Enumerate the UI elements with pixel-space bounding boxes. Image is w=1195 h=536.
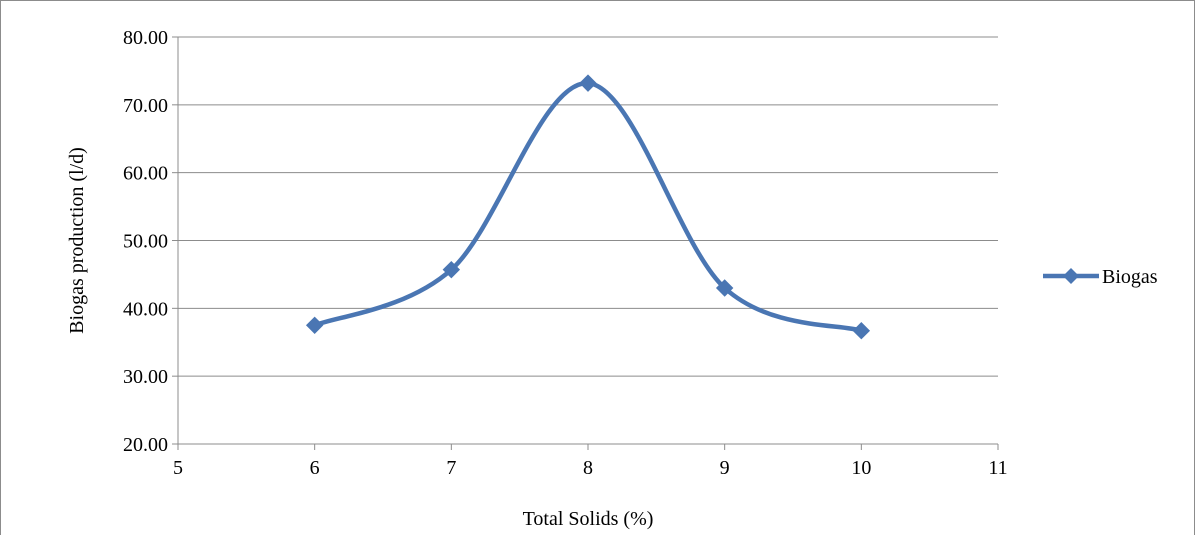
x-tick-labels: 5 6 7 8 9 10 11 [173,457,1008,479]
x-axis-title: Total Solids (%) [523,508,654,530]
y-tick-labels: 20.00 30.00 40.00 50.00 60.00 70.00 80.00 [123,27,168,456]
series-group [305,74,871,340]
series-line-biogas [312,80,864,333]
x-tick-label-11: 11 [988,457,1007,479]
y-tick-label-60.00: 60.00 [123,163,168,185]
y-tick-label-70.00: 70.00 [123,95,168,117]
x-tick-label-6: 6 [310,457,320,479]
y-tick-label-40.00: 40.00 [123,298,168,320]
x-tick-label-10: 10 [851,457,871,479]
x-tick-label-9: 9 [720,457,730,479]
gridlines [178,36,998,377]
data-point-x9 [715,279,734,297]
y-tick-label-30.00: 30.00 [123,366,168,388]
y-tick-label-20.00: 20.00 [123,434,168,456]
x-tick-label-5: 5 [173,457,183,479]
legend: Biogas [1043,266,1158,288]
data-point-x8 [579,74,597,92]
data-point-x6 [305,316,324,334]
data-point-x10 [852,322,871,340]
y-axis-title: Biogas production (l/d) [66,147,88,334]
x-tick-label-8: 8 [583,457,593,479]
legend-diamond-marker [1063,268,1079,284]
axes [172,36,999,450]
data-point-x7 [442,260,461,279]
x-tick-label-7: 7 [446,457,456,479]
legend-label: Biogas [1102,266,1158,288]
y-tick-label-50.00: 50.00 [123,231,168,253]
y-tick-label-80.00: 80.00 [123,27,168,49]
